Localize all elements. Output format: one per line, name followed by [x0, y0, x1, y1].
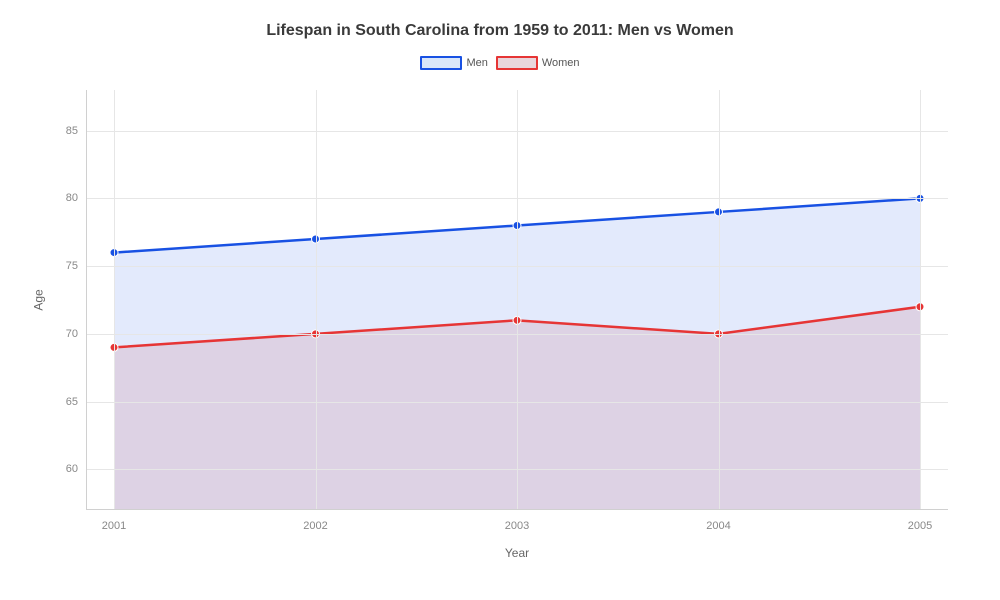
y-tick-label: 60 — [58, 463, 78, 475]
gridline-v — [316, 90, 317, 510]
legend-label-women: Women — [542, 57, 580, 69]
y-tick-label: 80 — [58, 192, 78, 204]
legend-item-men: Men — [420, 56, 487, 70]
chart-container: Lifespan in South Carolina from 1959 to … — [0, 0, 1000, 600]
legend-swatch-women — [496, 56, 538, 70]
gridline-v — [719, 90, 720, 510]
legend: Men Women — [0, 56, 1000, 70]
x-tick-label: 2001 — [102, 520, 126, 532]
x-tick-label: 2004 — [706, 520, 730, 532]
gridline-v — [920, 90, 921, 510]
legend-item-women: Women — [496, 56, 580, 70]
y-tick-label: 85 — [58, 125, 78, 137]
chart-title: Lifespan in South Carolina from 1959 to … — [0, 22, 1000, 40]
axis-left-border — [86, 90, 87, 510]
legend-swatch-men — [420, 56, 462, 70]
y-tick-label: 70 — [58, 328, 78, 340]
x-tick-label: 2005 — [908, 520, 932, 532]
gridline-v — [517, 90, 518, 510]
y-tick-label: 75 — [58, 260, 78, 272]
x-tick-label: 2003 — [505, 520, 529, 532]
legend-label-men: Men — [466, 57, 487, 69]
y-axis-label: Age — [32, 289, 46, 310]
y-tick-label: 65 — [58, 396, 78, 408]
plot-area — [86, 90, 948, 510]
axis-bottom-border — [86, 509, 948, 510]
gridline-v — [114, 90, 115, 510]
x-axis-label: Year — [505, 546, 529, 560]
x-tick-label: 2002 — [303, 520, 327, 532]
